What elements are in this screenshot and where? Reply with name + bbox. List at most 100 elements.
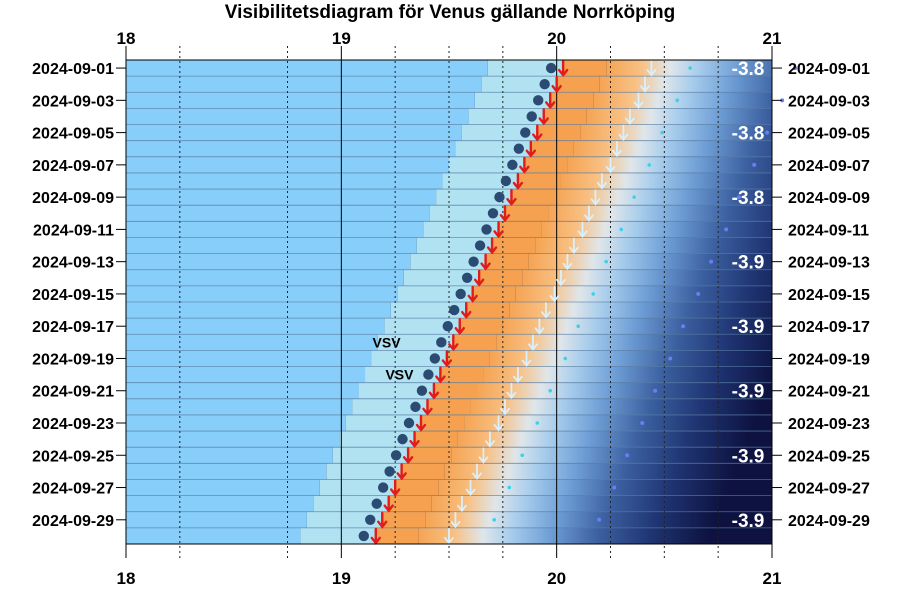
date-label-left: 2024-09-05 (32, 126, 114, 143)
venus-position-dot (526, 111, 537, 122)
sunset-arrow (441, 350, 453, 368)
magnitude-label: -3.8 (732, 188, 765, 209)
daylight-band (126, 431, 340, 448)
twilight-gradient-band (580, 124, 772, 142)
twilight-gradient-band (573, 140, 772, 158)
date-label-left: 2024-09-29 (32, 513, 114, 530)
daylight-band (126, 382, 359, 400)
twilight-orange-band (425, 398, 471, 416)
twilight-gradient-band (509, 302, 772, 319)
light-sky-band (306, 511, 383, 529)
twilight-orange-band (444, 350, 490, 368)
venus-set-arrow (618, 124, 629, 142)
twilight-orange-band (419, 414, 465, 432)
magnitude-label: -3.9 (732, 511, 765, 532)
twilight-gradient-band (528, 253, 772, 271)
twilight-gradient-band (515, 285, 772, 303)
venus-position-dot (429, 353, 441, 364)
date-label-right: 2024-09-03 (788, 93, 870, 110)
light-sky-band (455, 140, 531, 158)
night-dot (765, 130, 770, 135)
light-sky-band (468, 108, 544, 126)
sunset-arrow (493, 221, 504, 239)
twilight-dot (660, 130, 664, 135)
date-label-left: 2024-09-21 (32, 384, 114, 401)
venus-set-arrow (624, 108, 635, 125)
night-dot (752, 162, 757, 167)
venus-set-arrow (493, 415, 504, 432)
x-tick-label-top: 21 (763, 29, 782, 48)
sunset-arrow (396, 463, 407, 481)
light-sky-band (487, 60, 564, 77)
date-label-right: 2024-09-23 (788, 416, 870, 433)
twilight-gradient-band (483, 366, 772, 384)
sunset-arrow (525, 140, 537, 158)
venus-position-dot (520, 127, 531, 138)
twilight-gradient-band (418, 527, 710, 544)
venus-position-dot (449, 304, 460, 316)
light-sky-band (371, 350, 447, 368)
light-sky-band (429, 205, 505, 222)
venus-position-dot (442, 321, 453, 332)
date-label-left: 2024-09-01 (32, 61, 114, 78)
daylight-band (126, 366, 366, 384)
light-sky-band (319, 479, 396, 497)
date-label-right: 2024-09-07 (788, 158, 870, 175)
venus-set-arrow (605, 156, 616, 174)
venus-set-arrow (513, 366, 523, 384)
daylight-band (126, 76, 482, 93)
light-sky-band (397, 285, 473, 303)
sunset-arrow (512, 172, 524, 190)
chart-marks: -3.8 -3.8 -3.8 -3.9 -3.9 -3.9 -3.9 -3.9 VSV VSV (358, 59, 798, 545)
date-label-left: 2024-09-19 (32, 351, 114, 368)
night-dot (612, 485, 617, 490)
twilight-dot (591, 292, 596, 296)
night-dot (793, 66, 798, 71)
venus-position-dot (494, 191, 505, 203)
venus-position-dot (507, 159, 518, 171)
daylight-band (126, 205, 430, 222)
daylight-band (126, 285, 398, 303)
date-label-left: 2024-09-27 (32, 481, 114, 498)
venus-position-dot (474, 240, 486, 251)
daylight-band (126, 221, 424, 238)
daylight-band (126, 334, 378, 351)
twilight-gradient-band (457, 431, 749, 448)
sunset-arrow (454, 318, 465, 336)
twilight-orange-band (431, 382, 477, 400)
twilight-orange-band (490, 237, 536, 255)
twilight-dot (604, 259, 608, 264)
daylight-band (126, 60, 488, 77)
twilight-dot (548, 388, 553, 393)
daylight-band (126, 414, 346, 432)
twilight-orange-band (393, 479, 439, 497)
venus-set-arrow (556, 269, 566, 287)
venus-position-dot (533, 95, 544, 106)
venus-set-arrow (478, 447, 489, 464)
venus-position-dot (513, 143, 525, 154)
daylight-band (126, 527, 301, 544)
date-label-right: 2024-09-13 (788, 255, 870, 272)
venus-position-dot (371, 498, 382, 509)
night-dot (681, 324, 686, 329)
twilight-dot (619, 227, 624, 232)
light-sky-band (358, 382, 434, 400)
venus-set-arrow (444, 528, 454, 545)
daylight-band (126, 318, 385, 335)
venus-position-dot (403, 417, 415, 429)
venus-position-dot (539, 79, 550, 90)
twilight-orange-band (554, 76, 600, 93)
twilight-gradient-band (586, 108, 772, 126)
venus-position-dot (397, 433, 408, 445)
light-sky-band (313, 495, 389, 513)
venus-position-dot (545, 62, 557, 74)
twilight-orange-band (561, 60, 607, 77)
sunset-arrow (538, 108, 549, 126)
sunset-arrow (409, 430, 420, 449)
date-label-right: 2024-09-25 (788, 448, 870, 465)
chart-title: Visibilitetsdiagram för Venus gällande N… (224, 2, 676, 23)
venus-set-arrow (485, 431, 495, 448)
twilight-orange-band (483, 253, 529, 271)
twilight-gradient-band (560, 172, 772, 190)
venus-set-arrow (596, 173, 607, 190)
